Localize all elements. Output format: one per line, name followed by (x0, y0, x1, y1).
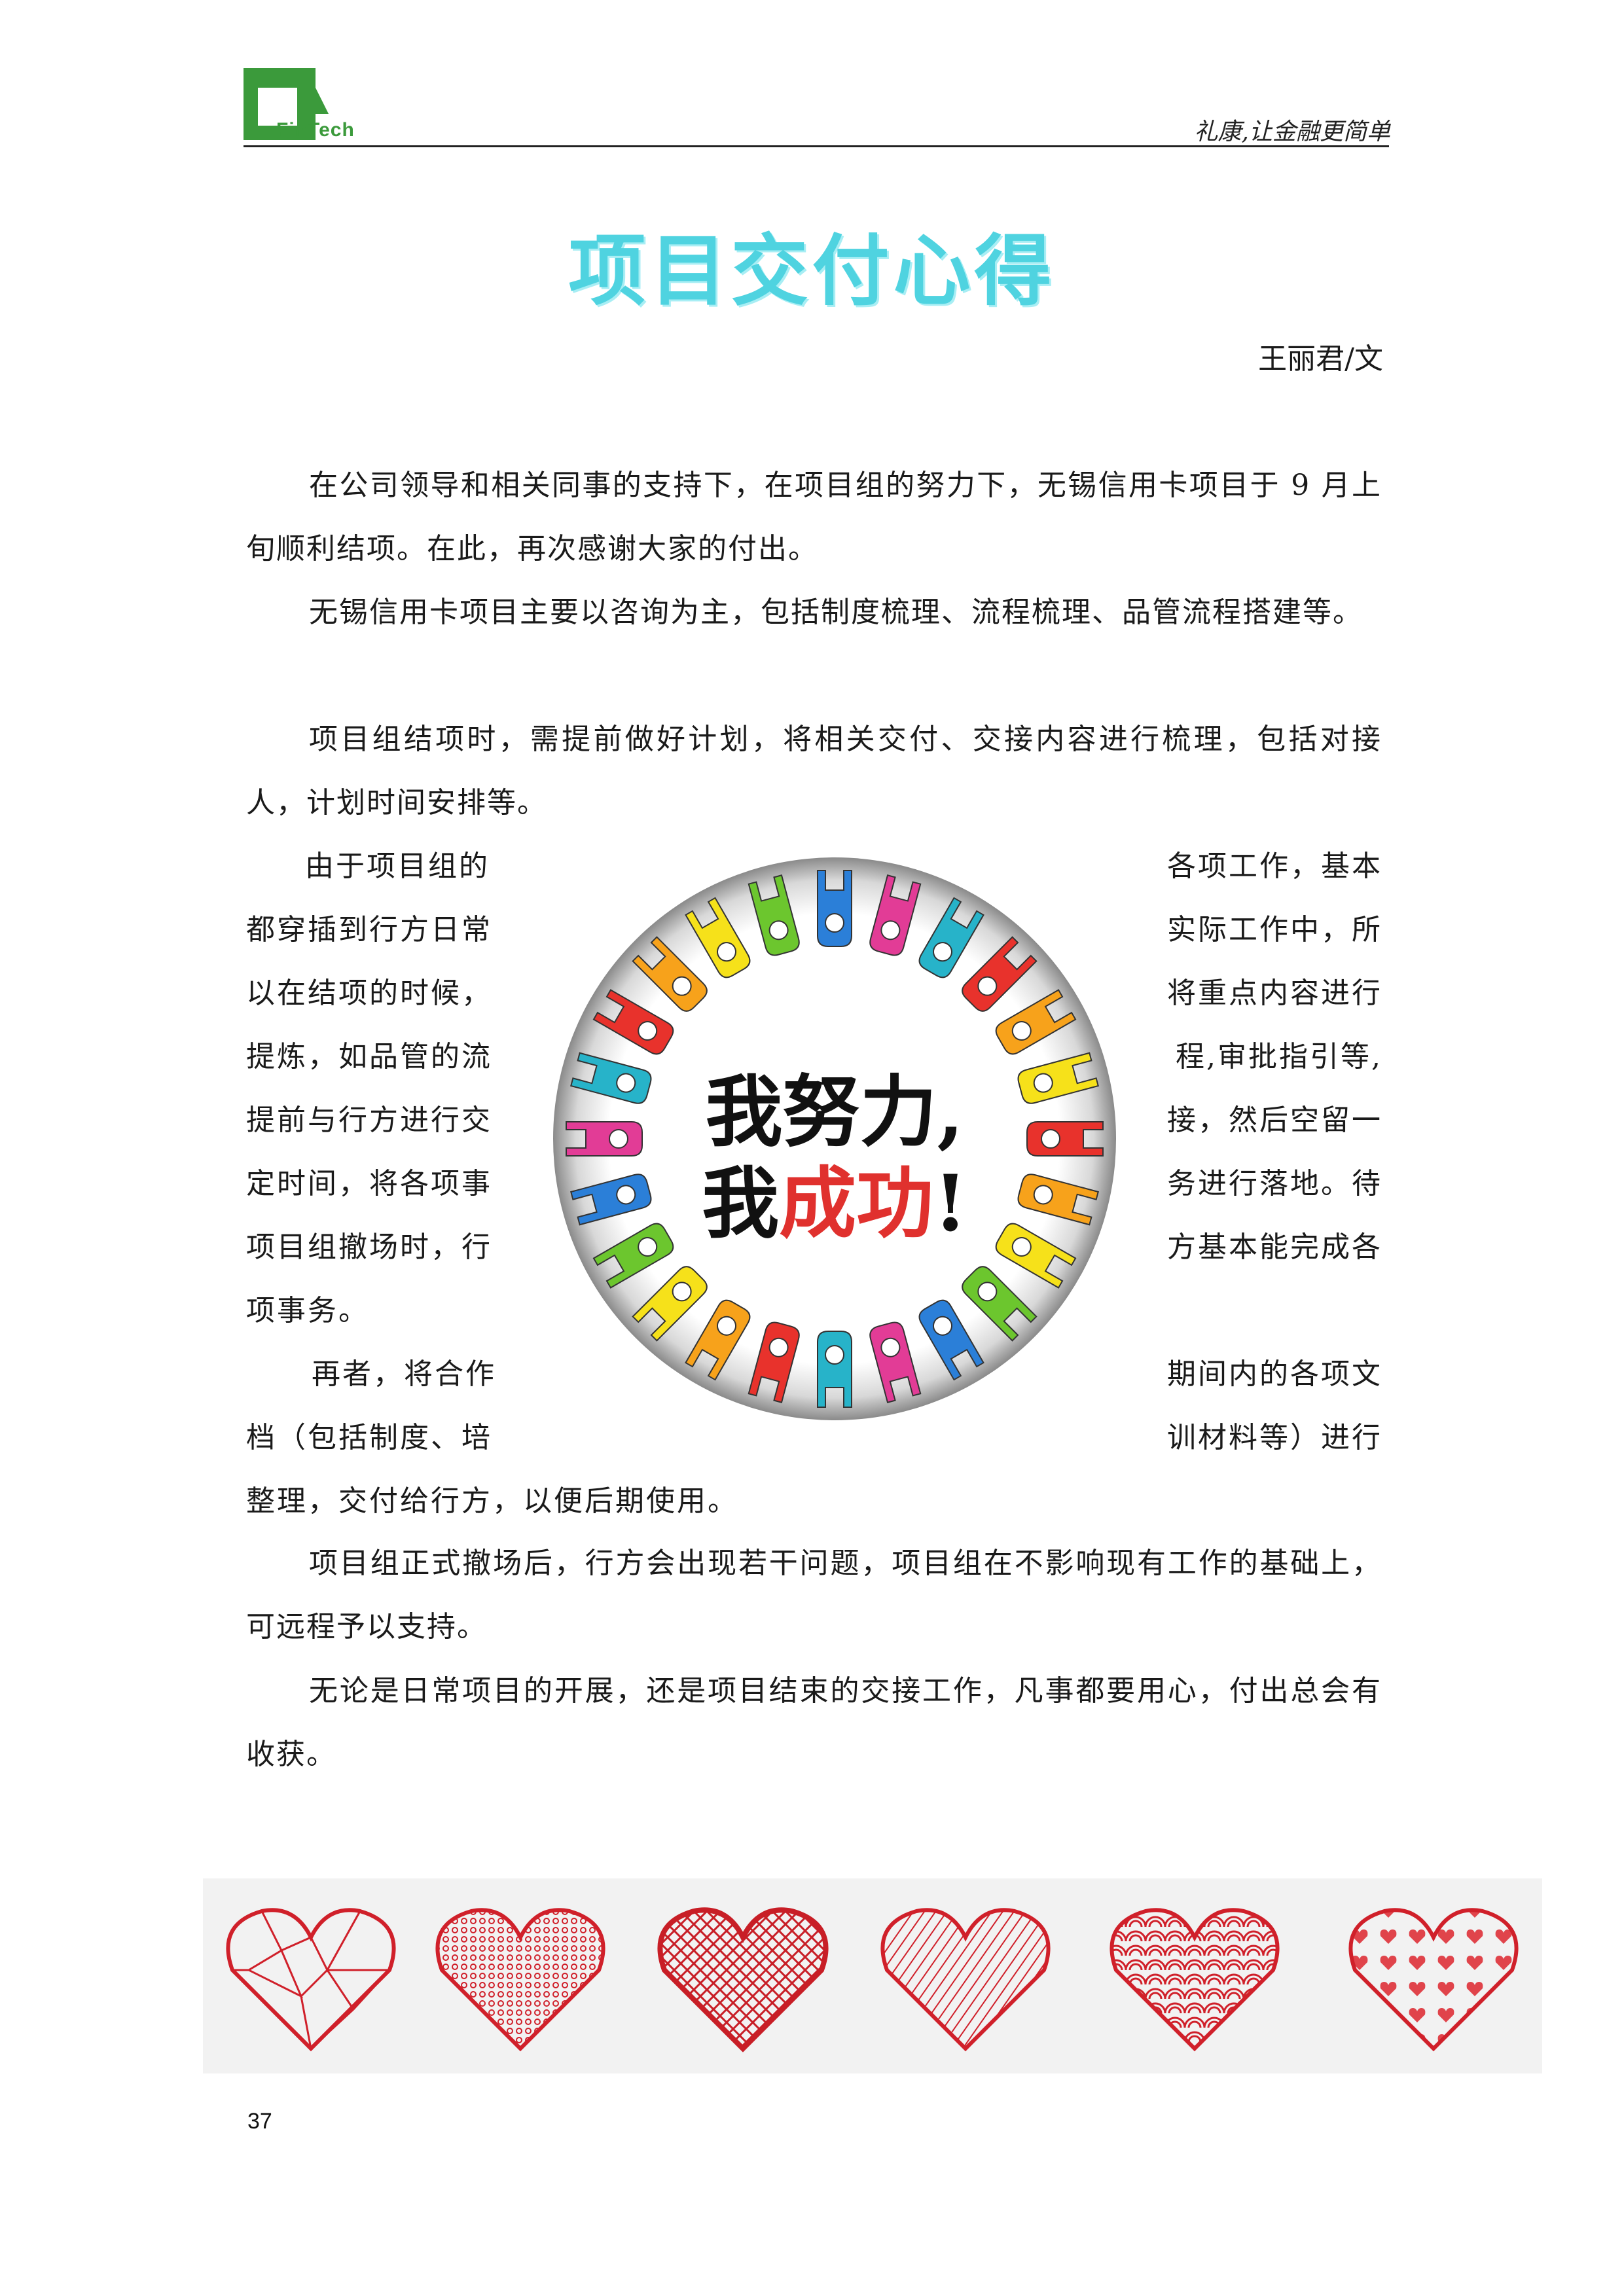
paragraph-1-text: 在公司领导和相关同事的支持下，在项目组的努力下，无锡信用卡项目于 9 月上旬顺利… (246, 469, 1382, 565)
p4-left-line: 定时间，将各项事 (246, 1167, 492, 1200)
p4-left-line: 项事务。 (246, 1294, 369, 1327)
paragraph-6: 项目组正式撤场后，行方会出现若干问题，项目组在不影响现有工作的基础上，可远程予以… (246, 1532, 1382, 1659)
fintech-logo (244, 68, 329, 140)
header-slogan: 礼康,让金融更简单 (1194, 118, 1390, 145)
article-author: 王丽君/文 (1258, 342, 1383, 376)
badge-figure (1017, 1052, 1099, 1104)
p4-right-line: 将重点内容进行 (1167, 977, 1382, 1010)
badge-figure (817, 1331, 852, 1408)
badge-figure (685, 897, 751, 978)
badge-line-2-c: ! (933, 1158, 967, 1249)
badge-figure (962, 1266, 1038, 1342)
success-badge-image: 我努力, 我成功! (553, 857, 1116, 1420)
badge-figure (566, 1121, 643, 1157)
badge-figure (570, 1052, 652, 1104)
p4-left-line: 以在结项的时候， (246, 977, 492, 1010)
badge-line-2: 我成功! (702, 1158, 967, 1249)
p4-left-line: 都穿插到行方日常 (246, 913, 492, 946)
scales-heart-icon (1110, 1908, 1280, 2052)
badge-figure (748, 1321, 800, 1403)
paragraph-2: 无锡信用卡项目主要以咨询为主，包括制度梳理、流程梳理、品管流程搭建等。 (246, 581, 1382, 644)
badge-figure (632, 1266, 708, 1342)
paragraph-3: 项目组结项时，需提前做好计划，将相关交付、交接内容进行梳理，包括对接人，计划时间… (246, 708, 1382, 834)
paragraph-1: 在公司领导和相关同事的支持下，在项目组的努力下，无锡信用卡项目于 9 月上旬顺利… (246, 454, 1382, 581)
mini-hearts-heart-icon (1348, 1908, 1519, 2052)
header-rule (244, 145, 1389, 147)
p5-tail-line: 整理，交付给行方，以便后期使用。 (246, 1484, 738, 1518)
striped-heart-icon (880, 1908, 1051, 2052)
paragraph-7: 无论是日常项目的开展，还是项目结束的交接工作，凡事都要用心，付出总会有收获。 (246, 1659, 1382, 1786)
p4-right-line: 方基本能完成各 (1167, 1230, 1382, 1264)
paragraph-2-text: 无锡信用卡项目主要以咨询为主，包括制度梳理、流程梳理、品管流程搭建等。 (309, 596, 1363, 629)
badge-figure (592, 1223, 674, 1289)
p5-right-line: 期间内的各项文 (1167, 1357, 1382, 1391)
article-title: 项目交付心得 (568, 226, 1056, 316)
badge-figure (962, 936, 1038, 1012)
p4-right-line: 务进行落地。待 (1167, 1167, 1382, 1200)
badge-figures-ring (566, 870, 1104, 1408)
badge-figure (632, 936, 708, 1012)
scribble-heart-icon (657, 1907, 829, 2053)
badge-center (638, 942, 1031, 1335)
badge-line-1: 我努力, (705, 1066, 964, 1157)
badge-figure (995, 1223, 1077, 1289)
badge-figure (817, 870, 852, 947)
geometric-heart-icon (226, 1908, 396, 2052)
paragraph-3-text: 项目组结项时，需提前做好计划，将相关交付、交接内容进行梳理，包括对接人，计划时间… (246, 723, 1382, 819)
p4-left-line: 项目组撤场时，行 (246, 1230, 492, 1264)
badge-figure (1026, 1121, 1104, 1157)
dotted-heart-icon (435, 1908, 605, 2052)
logo-brand-text: FinTech (276, 119, 355, 141)
badge-figure (918, 897, 984, 978)
p4-right-line: 实际工作中，所 (1167, 913, 1382, 946)
badge-line-2-a: 我 (702, 1158, 779, 1249)
hearts-banner (203, 1878, 1542, 2073)
paragraph-6-text: 项目组正式撤场后，行方会出现若干问题，项目组在不影响现有工作的基础上，可远程予以… (246, 1547, 1382, 1643)
badge-figure (1017, 1174, 1099, 1226)
badge-figure (918, 1299, 984, 1381)
badge-line-2-b: 成功 (779, 1158, 933, 1249)
badge-figure (869, 1321, 922, 1403)
p4-right-line: 接，然后空留一 (1167, 1103, 1382, 1137)
badge-figure (995, 989, 1077, 1055)
p4-left-line: 提前与行方进行交 (246, 1103, 492, 1137)
p4-right-line: 各项工作，基本 (1167, 850, 1382, 883)
p4-right-line: 程,审批指引等, (1176, 1040, 1382, 1073)
badge-figure (869, 874, 922, 956)
page-number: 37 (247, 2109, 272, 2134)
p4-left-line: 由于项目组的 (305, 850, 490, 883)
p5-left-line: 再者，将合作 (312, 1357, 496, 1391)
badge-figure (592, 989, 674, 1055)
p5-left-line: 档（包括制度、培 (246, 1421, 492, 1454)
p4-left-line: 提炼，如品管的流 (246, 1040, 492, 1073)
paragraph-7-text: 无论是日常项目的开展，还是项目结束的交接工作，凡事都要用心，付出总会有收获。 (246, 1674, 1382, 1771)
p5-right-line: 训材料等）进行 (1167, 1421, 1382, 1454)
badge-figure (748, 874, 800, 956)
badge-figure (685, 1299, 751, 1381)
badge-figure (570, 1174, 652, 1226)
